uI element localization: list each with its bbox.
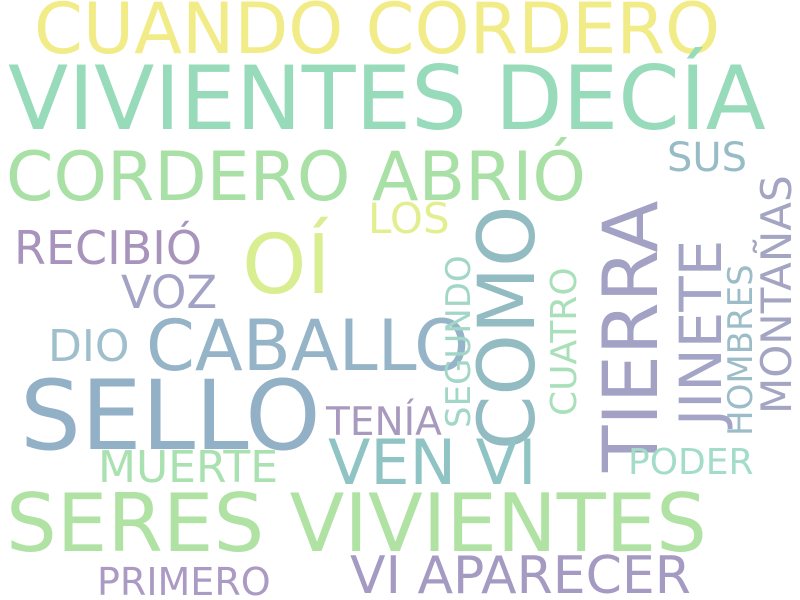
word-como: COMO <box>463 205 553 450</box>
word-cuatro: CUATRO <box>544 267 585 416</box>
word-dio: DIO <box>48 321 130 372</box>
word-sus: SUS <box>667 135 748 181</box>
word-hombres: HOMBRES <box>721 264 761 436</box>
word-los: LOS <box>368 194 450 243</box>
word-montanas: MONTAÑAS <box>752 175 800 414</box>
word-vi-aparecer: VI APARECER <box>350 546 691 600</box>
word-poder: PODER <box>628 442 754 483</box>
word-seres-vivientes: SERES VIVIENTES <box>6 477 707 570</box>
word-caballo: CABALLO <box>146 305 470 387</box>
word-ven-vi: VEN VI <box>328 426 537 499</box>
word-primero: PRIMERO <box>97 560 271 600</box>
word-tenia: TENÍA <box>326 400 442 445</box>
word-vivientes-decia: VIVIENTES DECÍA <box>8 47 766 150</box>
word-voz: VOZ <box>121 266 218 319</box>
word-cordero-abrio: CORDERO ABRIÓ <box>6 138 586 217</box>
word-cuando-cordero: CUANDO CORDERO <box>34 0 721 70</box>
word-segundo: SEGUNDO <box>439 255 479 428</box>
word-muerte: MUERTE <box>98 442 279 493</box>
word-sello: SELLO <box>20 360 321 472</box>
word-tierra: TIERRA <box>586 200 675 472</box>
word-recibio: RECIBIÓ <box>14 221 203 275</box>
word-oi: OÍ <box>242 218 331 313</box>
